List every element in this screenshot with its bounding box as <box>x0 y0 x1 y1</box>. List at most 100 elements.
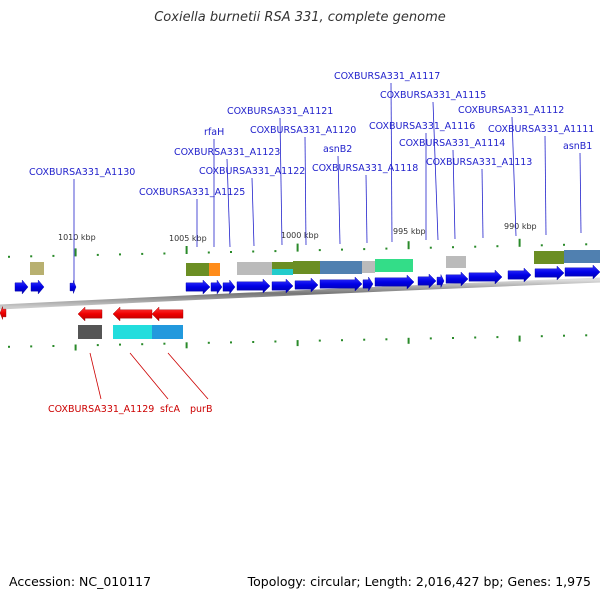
forward-gene-label: COXBURSA331_A1115 <box>380 90 486 101</box>
leader-line <box>544 135 547 236</box>
reverse-gene-label: sfcA <box>160 404 181 415</box>
leader-line <box>89 352 102 400</box>
forward-gene-label: COXBURSA331_A1114 <box>399 138 505 149</box>
forward-gene-arrow[interactable] <box>534 265 565 281</box>
forward-gene-arrow[interactable] <box>222 279 236 295</box>
scale-tick <box>74 344 77 351</box>
scale-tick <box>230 341 232 344</box>
scale-tick <box>52 254 55 257</box>
feature-box[interactable] <box>152 325 183 339</box>
forward-gene-label: asnB1 <box>563 141 592 152</box>
forward-gene-arrow[interactable] <box>564 264 600 280</box>
scale-tick <box>8 345 10 348</box>
forward-gene-label: COXBURSA331_A1120 <box>250 125 356 136</box>
reverse-gene-arrow[interactable] <box>112 306 153 322</box>
scale-tick <box>407 241 410 250</box>
scale-tick <box>52 345 55 347</box>
feature-box[interactable] <box>186 263 209 276</box>
scale-tick <box>563 334 565 337</box>
forward-gene-label: COXBURSA331_A1116 <box>369 121 475 132</box>
feature-box[interactable] <box>375 259 413 272</box>
forward-gene-label: COXBURSA331_A1122 <box>199 166 305 177</box>
scale-tick <box>563 243 565 246</box>
scale-tick <box>30 255 33 258</box>
leader-line <box>167 352 209 400</box>
leader-line <box>337 155 341 245</box>
scale-tick <box>163 252 166 255</box>
feature-box[interactable] <box>446 256 466 268</box>
scale-tick <box>296 340 299 347</box>
forward-gene-label: COXBURSA331_A1112 <box>458 105 564 116</box>
scale-tick <box>318 249 321 252</box>
reverse-gene-label: COXBURSA331_A1129 <box>48 404 154 415</box>
forward-gene-arrow[interactable] <box>294 277 319 293</box>
forward-gene-arrow[interactable] <box>236 278 271 294</box>
forward-gene-arrow[interactable] <box>185 279 211 295</box>
forward-gene-label: COXBURSA331_A1125 <box>139 187 245 198</box>
forward-gene-label: COXBURSA331_A1130 <box>29 167 135 178</box>
reverse-gene-label: purB <box>190 404 212 415</box>
scale-tick <box>496 336 499 339</box>
feature-box[interactable] <box>320 261 362 274</box>
forward-gene-arrow[interactable] <box>30 279 45 295</box>
reverse-gene-arrow[interactable] <box>151 306 184 322</box>
leader-line <box>432 101 439 241</box>
forward-gene-label: COXBURSA331_A1121 <box>227 106 333 117</box>
inner-scale-ticks <box>8 334 588 351</box>
scale-label: 1010 kbp <box>58 233 96 242</box>
scale-tick <box>363 338 366 341</box>
scale-tick <box>119 253 121 256</box>
feature-box[interactable] <box>272 269 293 275</box>
scale-tick <box>452 337 454 339</box>
scale-tick <box>163 342 166 345</box>
feature-box[interactable] <box>362 261 375 273</box>
forward-gene-arrow[interactable] <box>271 278 294 294</box>
forward-gene-arrow[interactable] <box>468 269 503 285</box>
feature-box[interactable] <box>564 250 600 263</box>
forward-gene-label: COXBURSA331_A1111 <box>488 124 594 135</box>
outer-scale-ticks <box>8 238 588 258</box>
forward-gene-arrow[interactable] <box>14 279 29 295</box>
forward-gene-labels: COXBURSA331_A1130COXBURSA331_A1125rfaHCO… <box>29 71 594 198</box>
genome-summary-text: Topology: circular; Length: 2,016,427 bp… <box>247 574 591 589</box>
forward-gene-arrow[interactable] <box>507 267 532 283</box>
forward-gene-arrow[interactable] <box>362 276 374 292</box>
scale-tick <box>207 341 210 344</box>
scale-tick <box>429 246 432 249</box>
forward-gene-arrow[interactable] <box>69 280 77 294</box>
scale-tick <box>230 251 232 253</box>
leader-line <box>579 152 582 234</box>
forward-gene-arrow[interactable] <box>210 279 223 295</box>
forward-gene-arrow[interactable] <box>374 274 415 290</box>
scale-tick <box>207 251 210 254</box>
scale-tick <box>141 343 144 346</box>
scale-label: 1000 kbp <box>281 231 319 240</box>
feature-box[interactable] <box>534 251 564 264</box>
forward-gene-label: asnB2 <box>323 144 352 155</box>
leader-line <box>129 352 169 400</box>
label-leader-lines <box>73 82 582 400</box>
feature-box[interactable] <box>30 262 44 275</box>
feature-box[interactable] <box>293 261 320 274</box>
forward-gene-arrow[interactable] <box>319 276 363 292</box>
feature-box[interactable] <box>237 262 272 275</box>
forward-gene-arrow[interactable] <box>417 273 437 289</box>
scale-tick <box>185 342 188 349</box>
forward-gene-label: COXBURSA331_A1113 <box>426 157 532 168</box>
forward-gene-label: COXBURSA331_A1118 <box>312 163 418 174</box>
scale-tick <box>452 246 454 249</box>
leader-line <box>481 168 484 239</box>
forward-gene-arrow[interactable] <box>436 274 445 288</box>
reverse-genes <box>0 306 184 322</box>
scale-tick <box>474 336 477 339</box>
forward-gene-label: rfaH <box>204 127 224 138</box>
reverse-gene-arrow[interactable] <box>77 306 103 322</box>
genome-backbone <box>0 277 600 310</box>
forward-gene-arrow[interactable] <box>445 271 469 287</box>
feature-box[interactable] <box>272 262 293 269</box>
feature-box[interactable] <box>113 325 152 339</box>
reverse-gene-arrow[interactable] <box>0 306 7 320</box>
feature-box[interactable] <box>209 263 220 276</box>
feature-box[interactable] <box>78 325 102 339</box>
